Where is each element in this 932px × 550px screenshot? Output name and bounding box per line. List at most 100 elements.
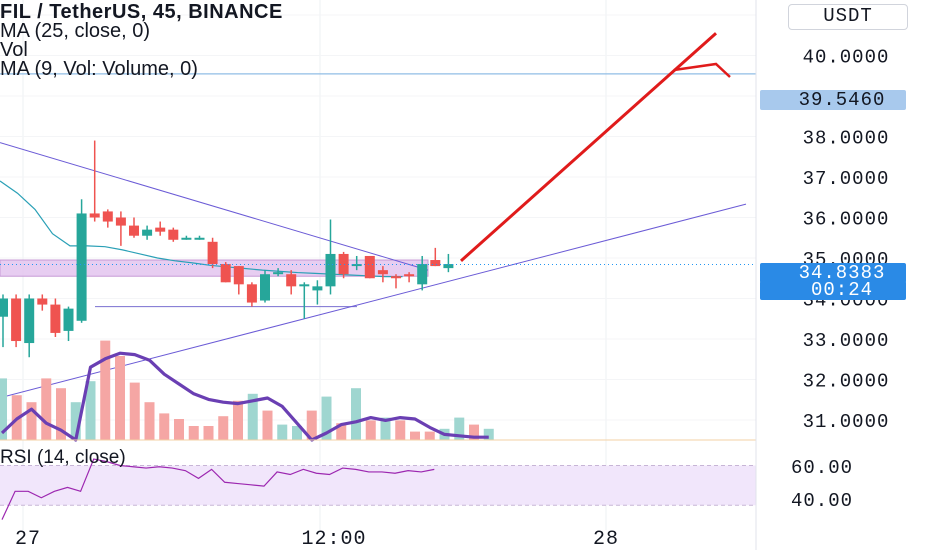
price-tick-8: 33.0000 (803, 330, 890, 352)
volume-bar-27 (395, 420, 406, 440)
level-price-tag-bg (760, 90, 906, 110)
volume-bar-8 (115, 356, 125, 440)
volume-bar-16 (233, 400, 243, 440)
candle-body-5 (63, 308, 74, 331)
countdown-tag: 00:24 (811, 279, 873, 301)
volume-bar-28 (410, 431, 420, 440)
volume-bar-24 (351, 388, 361, 440)
volume-ma-line (0, 351, 489, 442)
volume-bar-17 (247, 393, 258, 440)
level-price-tag: 39.5460 (799, 89, 886, 111)
candle-body-12 (155, 227, 166, 232)
price-axis[interactable]: 41.000040.000039.000038.000037.000036.00… (803, 6, 890, 433)
candle-body-0 (0, 298, 8, 317)
arrow-shaft (460, 32, 717, 262)
projection-arrow[interactable] (460, 32, 731, 262)
volume-bar-10 (144, 402, 155, 440)
time-tick-2: 28 (593, 528, 619, 550)
volume-bar-25 (365, 420, 376, 440)
volume-bar-26 (380, 417, 391, 440)
volume-bar-12 (174, 419, 184, 440)
time-axis[interactable]: 27 12:00 28 (15, 528, 619, 550)
countdown-tag-bg (760, 281, 906, 300)
volume-bar-29 (424, 431, 435, 440)
candle-body-19 (246, 284, 257, 303)
volume-bar-13 (188, 426, 199, 440)
volume-bar-0 (0, 378, 7, 440)
symbol-title[interactable]: FIL / TetherUS, 45, BINANCE (0, 1, 283, 23)
candle-body-28 (364, 255, 375, 279)
rsi-legend-label[interactable]: RSI (14, close) (0, 447, 126, 468)
descending-trendline[interactable] (0, 142, 429, 271)
volume-bar-15 (218, 416, 229, 440)
candle-body-27 (351, 264, 362, 267)
rsi-tick-0: 60.00 (791, 457, 853, 479)
candle-body-13 (168, 229, 179, 240)
candle-body-20 (260, 274, 270, 301)
candle-body-16 (207, 241, 218, 265)
candle-body-33 (430, 260, 441, 267)
candle-body-26 (338, 253, 349, 275)
volume-bar-20 (292, 426, 302, 440)
volume-bar-23 (336, 423, 347, 440)
candle-body-17 (220, 264, 231, 283)
candle-body-25 (325, 253, 336, 287)
rsi-tick-1: 40.00 (791, 490, 853, 512)
candle-body-2 (24, 298, 35, 344)
candle-body-23 (299, 284, 310, 287)
volume-bar-32 (469, 424, 479, 440)
price-tick-10: 31.0000 (803, 411, 890, 433)
candle-body-6 (76, 213, 87, 321)
candle-body-18 (233, 266, 244, 285)
candles (0, 140, 454, 358)
last-price-tag-bg (760, 263, 906, 283)
study-ma-label[interactable]: MA (25, close, 0) (0, 20, 151, 42)
candle-body-7 (89, 213, 100, 218)
study-vol-ma-label[interactable]: MA (9, Vol: Volume, 0) (0, 58, 198, 80)
study-vol-label[interactable]: Vol (0, 39, 28, 61)
volume-bar-18 (262, 410, 273, 440)
volume-bar-19 (277, 424, 288, 440)
candle-body-32 (417, 264, 428, 285)
volume-bar-2 (26, 402, 37, 440)
volume-bar-31 (454, 417, 465, 440)
volume-bar-3 (41, 378, 52, 440)
candle-body-29 (377, 270, 388, 275)
candle-body-14 (181, 237, 192, 240)
candle-body-21 (273, 272, 284, 275)
volume-bar-9 (129, 382, 140, 440)
candle-body-10 (129, 225, 139, 236)
candle-body-31 (404, 274, 415, 277)
rsi-axis[interactable]: 60.00 40.00 (791, 457, 853, 512)
time-tick-1: 12:00 (301, 528, 366, 550)
candle-body-34 (443, 264, 454, 269)
volume-bars (0, 340, 494, 440)
price-tick-1: 40.0000 (803, 47, 890, 69)
arrow-head (673, 62, 731, 78)
price-tick-9: 32.0000 (803, 371, 890, 393)
candle-body-15 (194, 237, 205, 240)
chart-legend: FIL / TetherUS, 45, BINANCE MA (25, clos… (0, 1, 283, 80)
volume-bar-6 (85, 381, 96, 440)
volume-bar-4 (56, 388, 66, 440)
candle-body-8 (102, 211, 113, 222)
volume-bar-33 (483, 428, 494, 440)
volume-bar-11 (159, 413, 170, 440)
volume-bar-14 (203, 426, 214, 440)
currency-button[interactable]: USDT (788, 4, 908, 30)
ascending-trendline[interactable] (0, 203, 747, 399)
candle-body-9 (115, 217, 126, 226)
candle-body-11 (142, 229, 153, 236)
volume-bar-7 (100, 340, 111, 440)
candle-body-30 (391, 276, 401, 279)
candle-body-24 (312, 286, 323, 291)
price-tick-3: 38.0000 (803, 128, 890, 150)
candle-body-1 (11, 298, 22, 342)
price-tick-4: 37.0000 (803, 168, 890, 190)
volume-bar-21 (306, 410, 317, 440)
candle-body-4 (50, 304, 61, 333)
candle-body-22 (286, 274, 297, 287)
time-tick-0: 27 (15, 528, 41, 550)
